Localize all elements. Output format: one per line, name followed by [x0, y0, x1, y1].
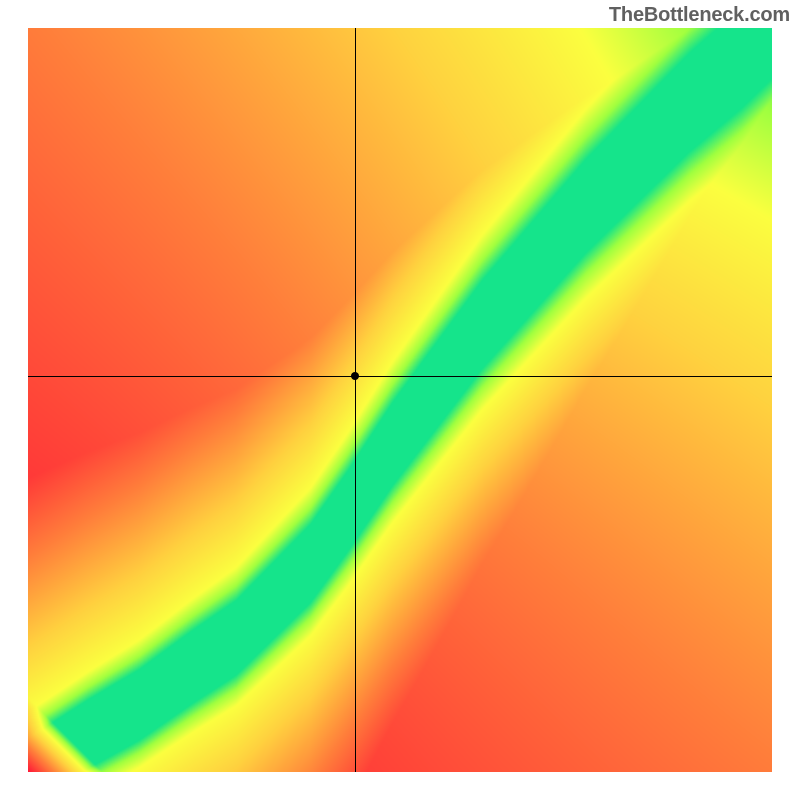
crosshair-marker: [351, 372, 359, 380]
chart-container: TheBottleneck.com: [0, 0, 800, 800]
heatmap-canvas: [28, 28, 772, 772]
plot-area: [28, 28, 772, 772]
crosshair-horizontal: [28, 376, 772, 377]
crosshair-vertical: [355, 28, 356, 772]
watermark-text: TheBottleneck.com: [609, 4, 790, 27]
